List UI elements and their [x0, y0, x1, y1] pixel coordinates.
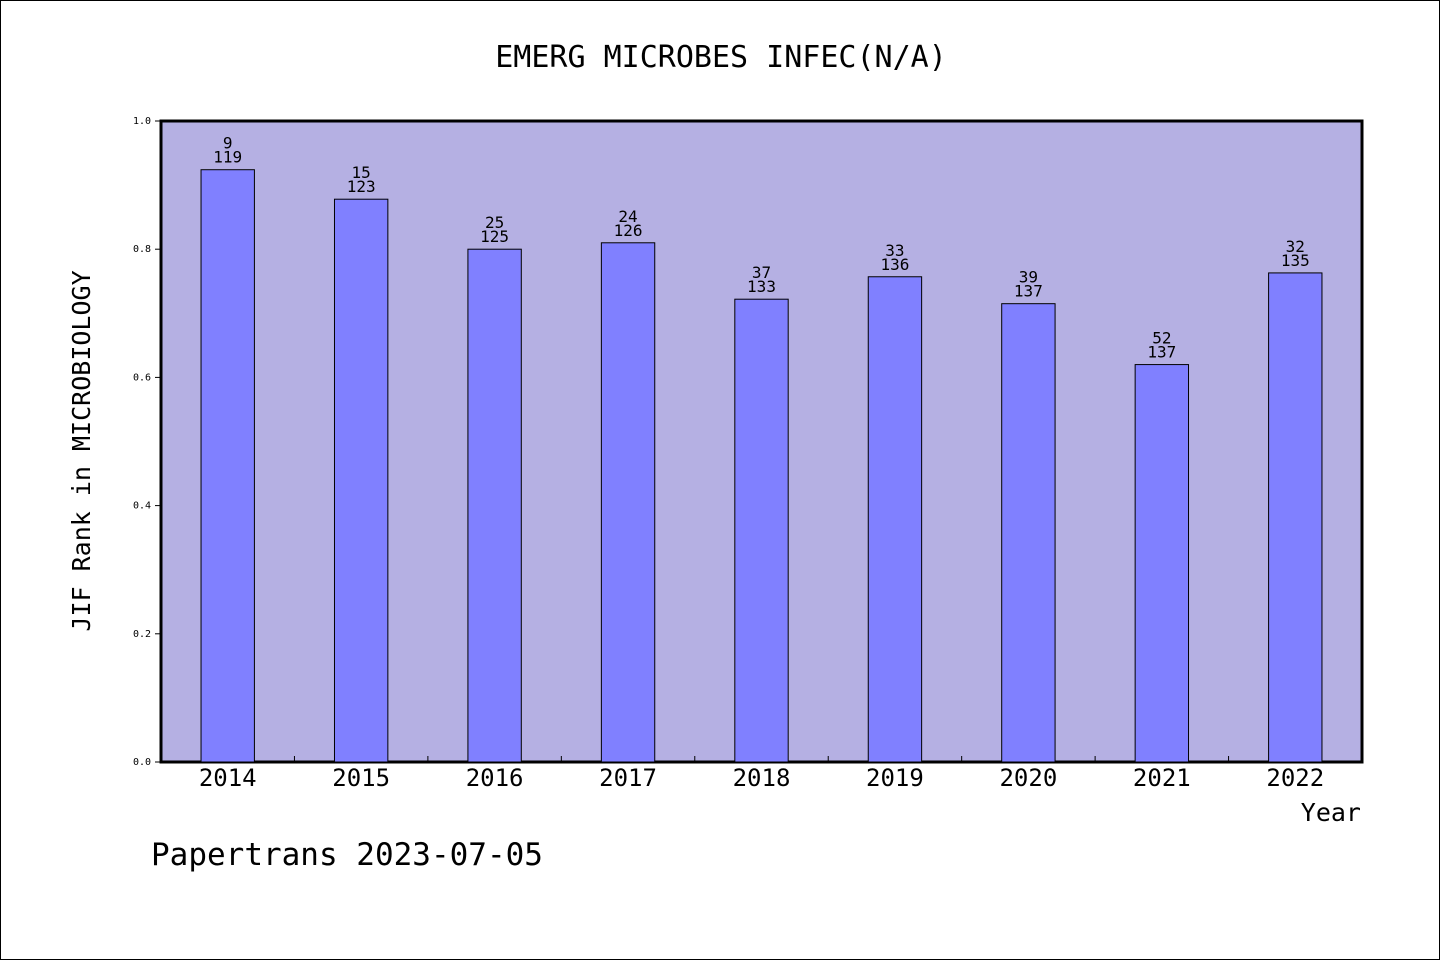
bar-rank-label: 9: [223, 134, 233, 153]
bar-total-label: 137: [1147, 343, 1176, 362]
chart-title: EMERG MICROBES INFEC(N/A): [495, 40, 947, 75]
bar-rank-label: 39: [1019, 268, 1038, 287]
bar-total-label: 135: [1281, 251, 1310, 270]
x-tick-label: 2020: [999, 764, 1057, 792]
bar-2017: [600, 242, 656, 763]
bar-2018: [734, 298, 789, 763]
bar-total-label: 137: [1014, 282, 1043, 301]
bar-total-label: 136: [880, 255, 909, 274]
bar-total-label: 125: [480, 227, 509, 246]
bar-2016: [467, 248, 522, 763]
x-tick-label: 2021: [1133, 764, 1191, 792]
y-axis-label: JIF Rank in MICROBIOLOGY: [67, 270, 96, 631]
bar-rank-label: 15: [352, 163, 371, 182]
y-tick-label: 0.0: [133, 757, 151, 768]
x-axis-label: Year: [1301, 798, 1361, 827]
bar-rank-label: 24: [618, 207, 637, 226]
bar-2022: [1268, 272, 1323, 763]
bar-2019: [867, 276, 923, 763]
x-tick-label: 2015: [332, 764, 390, 792]
bar-total-label: 119: [213, 148, 242, 167]
x-tick-label: 2017: [599, 764, 657, 792]
y-tick-label: 0.4: [133, 501, 151, 512]
bar-rank-label: 33: [885, 241, 904, 260]
bar-rank-label: 32: [1286, 237, 1305, 256]
bar-2015: [333, 198, 389, 763]
bar-labels-layer: 9119151232512524126371333313639137521373…: [213, 134, 1309, 362]
bars-layer: [200, 169, 1323, 763]
y-axis: 0.0 0.2 0.4 0.6 0.8 1.0: [133, 116, 161, 768]
bar-2020: [1001, 303, 1056, 763]
x-tick-label: 2018: [733, 764, 791, 792]
y-tick-label: 1.0: [133, 116, 151, 127]
bar-rank-label: 52: [1152, 329, 1171, 348]
bar-2021: [1134, 364, 1190, 763]
bar-rank-label: 37: [752, 263, 771, 282]
footer-credit: Papertrans 2023-07-05: [151, 837, 543, 873]
bar-total-label: 123: [347, 177, 376, 196]
bar-total-label: 133: [747, 277, 776, 296]
y-tick-label: 0.8: [133, 244, 151, 255]
x-tick-label: 2022: [1266, 764, 1324, 792]
y-tick-label: 0.6: [133, 372, 151, 383]
y-tick-label: 0.2: [133, 629, 151, 640]
bar-total-label: 126: [614, 221, 643, 240]
bar-2014: [200, 169, 255, 763]
bar-rank-label: 25: [485, 213, 504, 232]
x-tick-label: 2019: [866, 764, 924, 792]
x-axis: 2014 2015 2016 2017 2018 2019 2020 2021 2022: [199, 756, 1324, 792]
x-tick-label: 2016: [466, 764, 524, 792]
x-tick-label: 2014: [199, 764, 257, 792]
